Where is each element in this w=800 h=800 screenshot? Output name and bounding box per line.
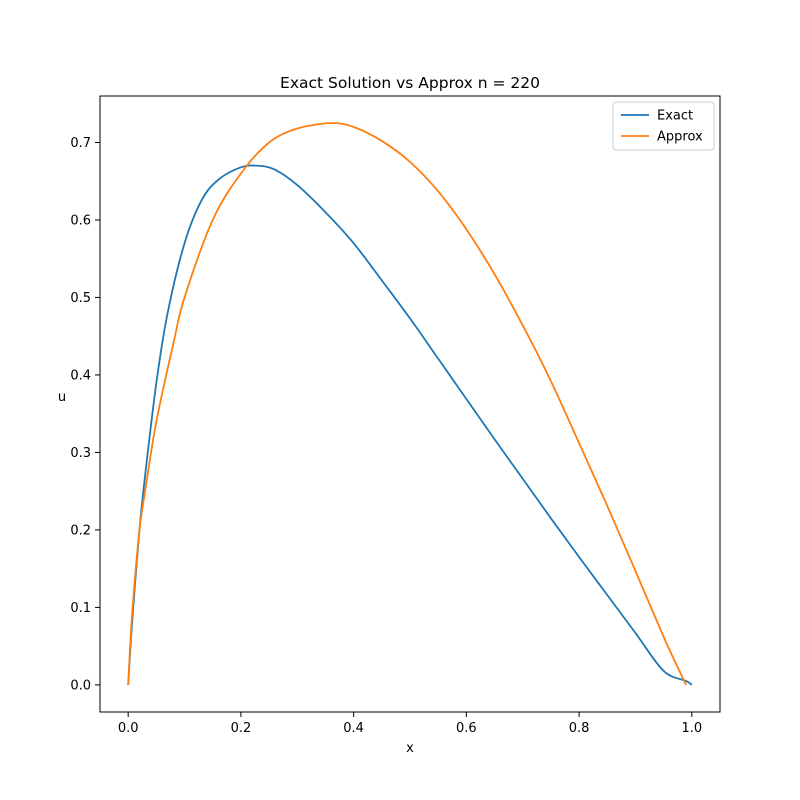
chart-title: Exact Solution vs Approx n = 220: [280, 74, 540, 92]
y-tick-label: 0.4: [70, 368, 91, 383]
y-tick-label: 0.1: [70, 601, 91, 616]
y-axis-label: u: [58, 390, 66, 405]
x-tick-label: 0.0: [118, 721, 139, 736]
x-axis-label: x: [406, 741, 414, 756]
y-tick-label: 0.0: [70, 678, 91, 693]
legend: Exact Approx: [612, 101, 715, 151]
x-axis-ticks: 0.0 0.2 0.4 0.6 0.8 1.0: [118, 712, 702, 736]
legend-box: [612, 101, 715, 151]
series-line-approx: [127, 122, 687, 686]
y-tick-label: 0.6: [70, 213, 91, 228]
y-tick-label: 0.2: [70, 523, 91, 538]
legend-label-approx: Approx: [657, 130, 703, 145]
plot-frame: [99, 95, 721, 713]
y-tick-label: 0.5: [70, 291, 91, 306]
x-tick-label: 0.8: [569, 721, 590, 736]
legend-label-exact: Exact: [657, 109, 693, 124]
y-tick-label: 0.3: [70, 446, 91, 461]
x-tick-label: 0.2: [231, 721, 252, 736]
series-line-exact: [127, 164, 693, 686]
series-lines: [127, 122, 693, 686]
y-axis-ticks: 0.0 0.1 0.2 0.3 0.4 0.5 0.6 0.7: [70, 136, 100, 693]
x-tick-label: 0.4: [343, 721, 364, 736]
x-tick-label: 0.6: [456, 721, 477, 736]
y-tick-label: 0.7: [70, 136, 91, 151]
x-tick-label: 1.0: [681, 721, 702, 736]
